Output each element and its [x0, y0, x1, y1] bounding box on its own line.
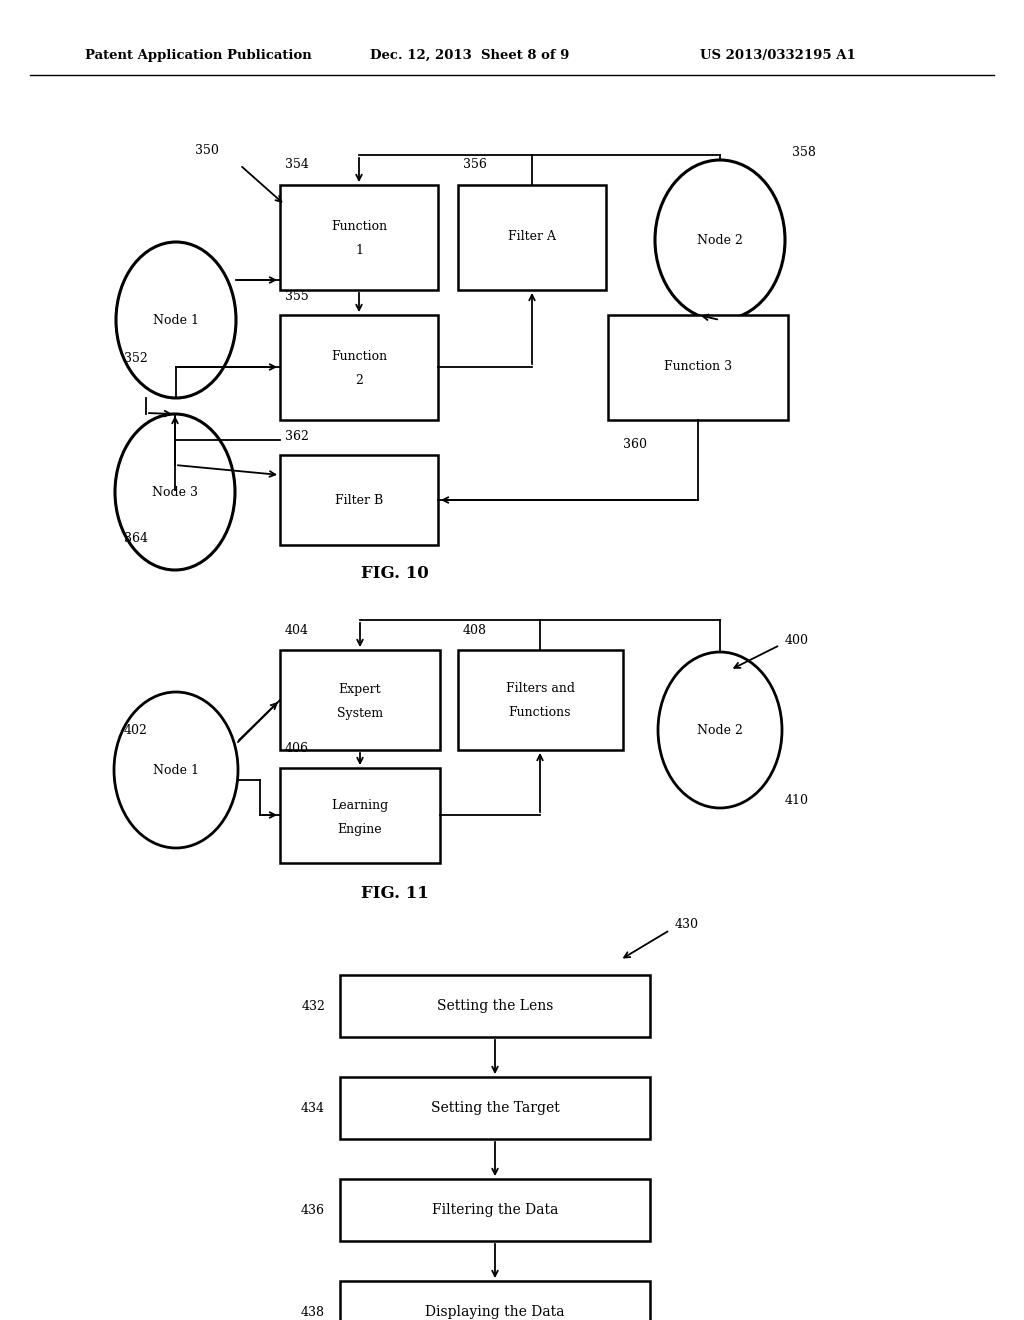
Text: Setting the Lens: Setting the Lens [437, 999, 553, 1012]
Text: 434: 434 [301, 1101, 325, 1114]
Text: Expert: Expert [339, 684, 381, 697]
Ellipse shape [658, 652, 782, 808]
Text: Filter A: Filter A [508, 231, 556, 243]
Text: Node 3: Node 3 [152, 486, 198, 499]
Text: Function: Function [331, 220, 387, 234]
Text: 360: 360 [623, 438, 647, 451]
Text: 356: 356 [463, 158, 486, 172]
Ellipse shape [116, 242, 236, 399]
Text: FIG. 10: FIG. 10 [361, 565, 429, 582]
Text: 410: 410 [785, 793, 809, 807]
Text: Function: Function [331, 351, 387, 363]
Text: 364: 364 [124, 532, 148, 544]
Text: Node 2: Node 2 [697, 723, 743, 737]
Ellipse shape [655, 160, 785, 319]
Ellipse shape [114, 692, 238, 847]
Text: 2: 2 [355, 374, 362, 387]
Text: Filters and: Filters and [506, 681, 574, 694]
Text: 400: 400 [785, 634, 809, 647]
Text: Displaying the Data: Displaying the Data [425, 1305, 565, 1319]
Text: Engine: Engine [338, 824, 382, 837]
Bar [340, 975, 650, 1038]
Bar [280, 768, 440, 863]
Text: Node 1: Node 1 [153, 314, 199, 326]
Text: 1: 1 [355, 243, 362, 256]
Text: Dec. 12, 2013  Sheet 8 of 9: Dec. 12, 2013 Sheet 8 of 9 [370, 49, 569, 62]
Text: Functions: Functions [509, 705, 571, 718]
Text: 404: 404 [285, 623, 309, 636]
Bar [280, 185, 438, 290]
Text: System: System [337, 706, 383, 719]
Text: Filter B: Filter B [335, 494, 383, 507]
Text: 358: 358 [792, 145, 816, 158]
Text: 362: 362 [285, 430, 309, 444]
Text: 430: 430 [675, 919, 699, 932]
Bar [280, 455, 438, 545]
Bar [280, 315, 438, 420]
Text: Node 1: Node 1 [153, 763, 199, 776]
Bar [340, 1179, 650, 1241]
Text: 354: 354 [285, 158, 309, 172]
Text: Node 2: Node 2 [697, 234, 743, 247]
Text: 352: 352 [124, 351, 148, 364]
Bar [458, 649, 623, 750]
Text: FIG. 11: FIG. 11 [361, 884, 429, 902]
Bar [340, 1280, 650, 1320]
Bar [608, 315, 788, 420]
Text: Patent Application Publication: Patent Application Publication [85, 49, 311, 62]
Ellipse shape [115, 414, 234, 570]
Text: Function 3: Function 3 [664, 360, 732, 374]
Bar [340, 1077, 650, 1139]
Text: 402: 402 [124, 723, 148, 737]
Text: 432: 432 [301, 999, 325, 1012]
Text: Setting the Target: Setting the Target [431, 1101, 559, 1115]
Text: Learning: Learning [332, 800, 389, 813]
Text: 408: 408 [463, 623, 487, 636]
Bar [458, 185, 606, 290]
Text: 355: 355 [285, 290, 309, 304]
Text: 406: 406 [285, 742, 309, 755]
Text: 438: 438 [301, 1305, 325, 1319]
Text: 436: 436 [301, 1204, 325, 1217]
Text: Filtering the Data: Filtering the Data [432, 1203, 558, 1217]
Text: 350: 350 [195, 144, 219, 157]
Text: US 2013/0332195 A1: US 2013/0332195 A1 [700, 49, 856, 62]
Bar [280, 649, 440, 750]
